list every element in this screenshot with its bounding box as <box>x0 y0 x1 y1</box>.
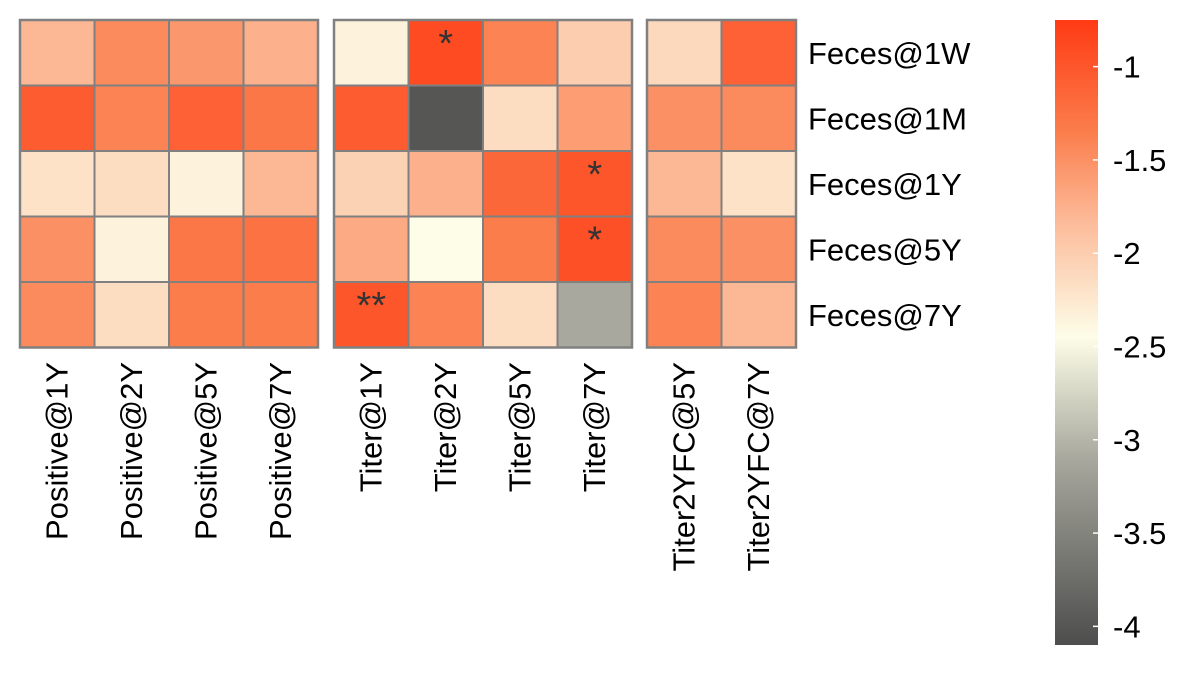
heatmap-cell <box>19 84 96 152</box>
row-label: Feces@7Y <box>808 298 962 333</box>
heatmap-cell <box>407 19 484 87</box>
colorbar-tick-label: -3 <box>1113 423 1141 458</box>
heatmap-cell <box>482 19 559 87</box>
panel-borders <box>18 18 798 349</box>
panel-border <box>18 18 320 349</box>
heatmap-cell <box>720 150 797 218</box>
heatmap-cell <box>93 150 170 218</box>
colorbar-tick-label: -1.5 <box>1113 143 1166 178</box>
heatmap-cell <box>556 150 633 218</box>
heatmap-cell <box>168 150 245 218</box>
colorbar-gradient <box>1055 20 1098 645</box>
heatmap-cell <box>168 281 245 349</box>
column-label: Titer2YFC@7Y <box>741 362 776 571</box>
colorbar-tick-label: -3.5 <box>1113 516 1166 551</box>
row-label: Feces@5Y <box>808 232 962 267</box>
heatmap-cell <box>646 281 723 349</box>
heatmap-cell <box>482 150 559 218</box>
heatmap-cell <box>242 281 319 349</box>
heatmap-cell <box>19 19 96 87</box>
heatmap-cells <box>19 19 797 349</box>
heatmap-cell <box>93 281 170 349</box>
panel-border <box>332 18 634 349</box>
column-label: Titer@1Y <box>353 362 388 492</box>
row-label: Feces@1Y <box>808 167 962 202</box>
row-labels: Feces@1W Feces@1M Feces@1Y Feces@5Y Feces@7Y <box>808 36 971 333</box>
heatmap-cell <box>646 215 723 283</box>
heatmap-cell <box>168 19 245 87</box>
heatmap-cell <box>19 281 96 349</box>
column-label: Titer@7Y <box>577 362 612 492</box>
heatmap-cell <box>407 84 484 152</box>
significance-marks: ***** <box>356 23 602 327</box>
column-label: Titer@2Y <box>428 362 463 492</box>
column-label: Titer@5Y <box>502 362 537 492</box>
heatmap-cell <box>556 281 633 349</box>
heatmap-cell <box>333 215 410 283</box>
panel-border <box>645 18 798 349</box>
heatmap-cell <box>482 215 559 283</box>
heatmap-cell <box>646 150 723 218</box>
heatmap-cell <box>168 84 245 152</box>
column-labels: Positive@1Y Positive@2Y Positive@5Y Positiv… <box>39 362 776 571</box>
heatmap-cell <box>242 84 319 152</box>
heatmap-cell <box>93 84 170 152</box>
heatmap-cell <box>168 215 245 283</box>
colorbar-tick-label: -1 <box>1113 50 1141 85</box>
column-label: Positive@2Y <box>114 362 149 540</box>
heatmap-cell <box>646 84 723 152</box>
colorbar-tick-label: -4 <box>1113 609 1141 644</box>
heatmap-cell <box>407 150 484 218</box>
significance-mark: * <box>587 220 602 262</box>
significance-mark: * <box>438 23 453 65</box>
heatmap-cell <box>333 150 410 218</box>
heatmap-cell <box>333 84 410 152</box>
row-label: Feces@1M <box>808 101 967 136</box>
heatmap-cell <box>242 150 319 218</box>
colorbar-tick-label: -2.5 <box>1113 329 1166 364</box>
heatmap-cell <box>19 215 96 283</box>
heatmap-cell <box>720 19 797 87</box>
heatmap-cell <box>19 150 96 218</box>
heatmap-cell <box>407 281 484 349</box>
heatmap-cell <box>720 84 797 152</box>
column-label: Positive@7Y <box>263 362 298 540</box>
heatmap-cell <box>93 215 170 283</box>
heatmap-cell <box>720 281 797 349</box>
heatmap-cell <box>333 19 410 87</box>
color-legend: -1 -1.5 -2 -2.5 -3 -3.5 -4 <box>1055 20 1166 645</box>
heatmap-cell <box>482 84 559 152</box>
heatmap-cell <box>646 19 723 87</box>
heatmap-cell <box>556 84 633 152</box>
column-label: Titer2YFC@5Y <box>666 362 701 571</box>
heatmap-cell <box>407 215 484 283</box>
column-label: Positive@1Y <box>39 362 74 540</box>
column-label: Positive@5Y <box>188 362 223 540</box>
heatmap-cell <box>93 19 170 87</box>
heatmap-cell <box>720 215 797 283</box>
row-label: Feces@1W <box>808 36 971 71</box>
heatmap-cell <box>242 19 319 87</box>
colorbar-tick-label: -2 <box>1113 236 1141 271</box>
heatmap-cell <box>556 19 633 87</box>
significance-mark: * <box>587 154 602 196</box>
heatmap-cell <box>242 215 319 283</box>
significance-mark: ** <box>356 285 386 327</box>
heatmap-cell <box>482 281 559 349</box>
